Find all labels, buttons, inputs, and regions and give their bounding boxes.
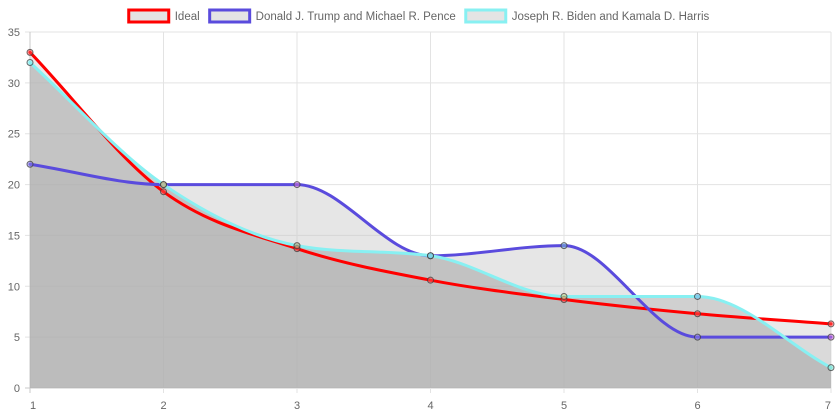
data-point-joseph-r-biden-and-kamala-d-harris: [160, 181, 167, 189]
y-tick-label: 0: [14, 383, 20, 395]
y-tick-label: 5: [14, 332, 20, 344]
series-fill-ideal: [30, 52, 831, 388]
data-point-joseph-r-biden-and-kamala-d-harris: [694, 292, 701, 300]
data-point-joseph-r-biden-and-kamala-d-harris: [293, 242, 301, 250]
data-point-joseph-r-biden-and-kamala-d-harris: [427, 252, 434, 260]
tick-labels: 0 5 10 15 20 25 30 35 1 2 3 4 5 6 7: [8, 27, 831, 412]
x-tick-label: 2: [160, 400, 166, 412]
y-tick-label: 10: [8, 281, 20, 293]
data-point-ideal: [694, 310, 701, 318]
series-points: [26, 48, 835, 372]
legend-label: Ideal: [175, 11, 200, 23]
legend-item-donald-j-trump-and-michael-r-pence: Donald J. Trump and Michael R. Pence: [208, 8, 456, 24]
legend-swatch: [208, 8, 252, 24]
series-fill-donald-j-trump-and-michael-r-pence: [30, 164, 831, 388]
legend-item-joseph-r-biden-and-kamala-d-harris: Joseph R. Biden and Kamala D. Harris: [464, 8, 710, 24]
legend-label: Donald J. Trump and Michael R. Pence: [256, 11, 456, 23]
legend-swatch: [464, 8, 508, 24]
y-tick-label: 20: [8, 180, 20, 192]
data-point-ideal: [427, 276, 434, 284]
data-point-ideal: [827, 320, 835, 328]
legend-label: Joseph R. Biden and Kamala D. Harris: [512, 11, 710, 23]
legend-swatch: [127, 8, 171, 24]
data-point-donald-j-trump-and-michael-r-pence: [827, 333, 835, 341]
x-tick-label: 1: [30, 400, 36, 412]
y-tick-label: 15: [8, 230, 20, 242]
data-point-donald-j-trump-and-michael-r-pence: [694, 333, 701, 341]
data-point-joseph-r-biden-and-kamala-d-harris: [560, 292, 568, 300]
legend: Ideal Donald J. Trump and Michael R. Penc…: [127, 8, 710, 24]
x-tick-label: 6: [694, 400, 700, 412]
data-point-donald-j-trump-and-michael-r-pence: [560, 242, 568, 250]
data-point-donald-j-trump-and-michael-r-pence: [26, 160, 34, 168]
data-point-ideal: [160, 188, 167, 196]
x-tick-label: 5: [561, 400, 567, 412]
data-point-joseph-r-biden-and-kamala-d-harris: [827, 364, 835, 372]
y-tick-label: 35: [8, 27, 20, 39]
data-point-joseph-r-biden-and-kamala-d-harris: [26, 59, 34, 67]
y-tick-label: 30: [8, 78, 20, 90]
x-tick-label: 3: [294, 400, 300, 412]
y-tick-label: 25: [8, 129, 20, 141]
data-point-ideal: [26, 48, 34, 56]
legend-item-ideal: Ideal: [127, 8, 200, 24]
data-point-donald-j-trump-and-michael-r-pence: [293, 181, 301, 189]
x-tick-label: 4: [427, 400, 433, 412]
x-tick-label: 7: [825, 400, 831, 412]
